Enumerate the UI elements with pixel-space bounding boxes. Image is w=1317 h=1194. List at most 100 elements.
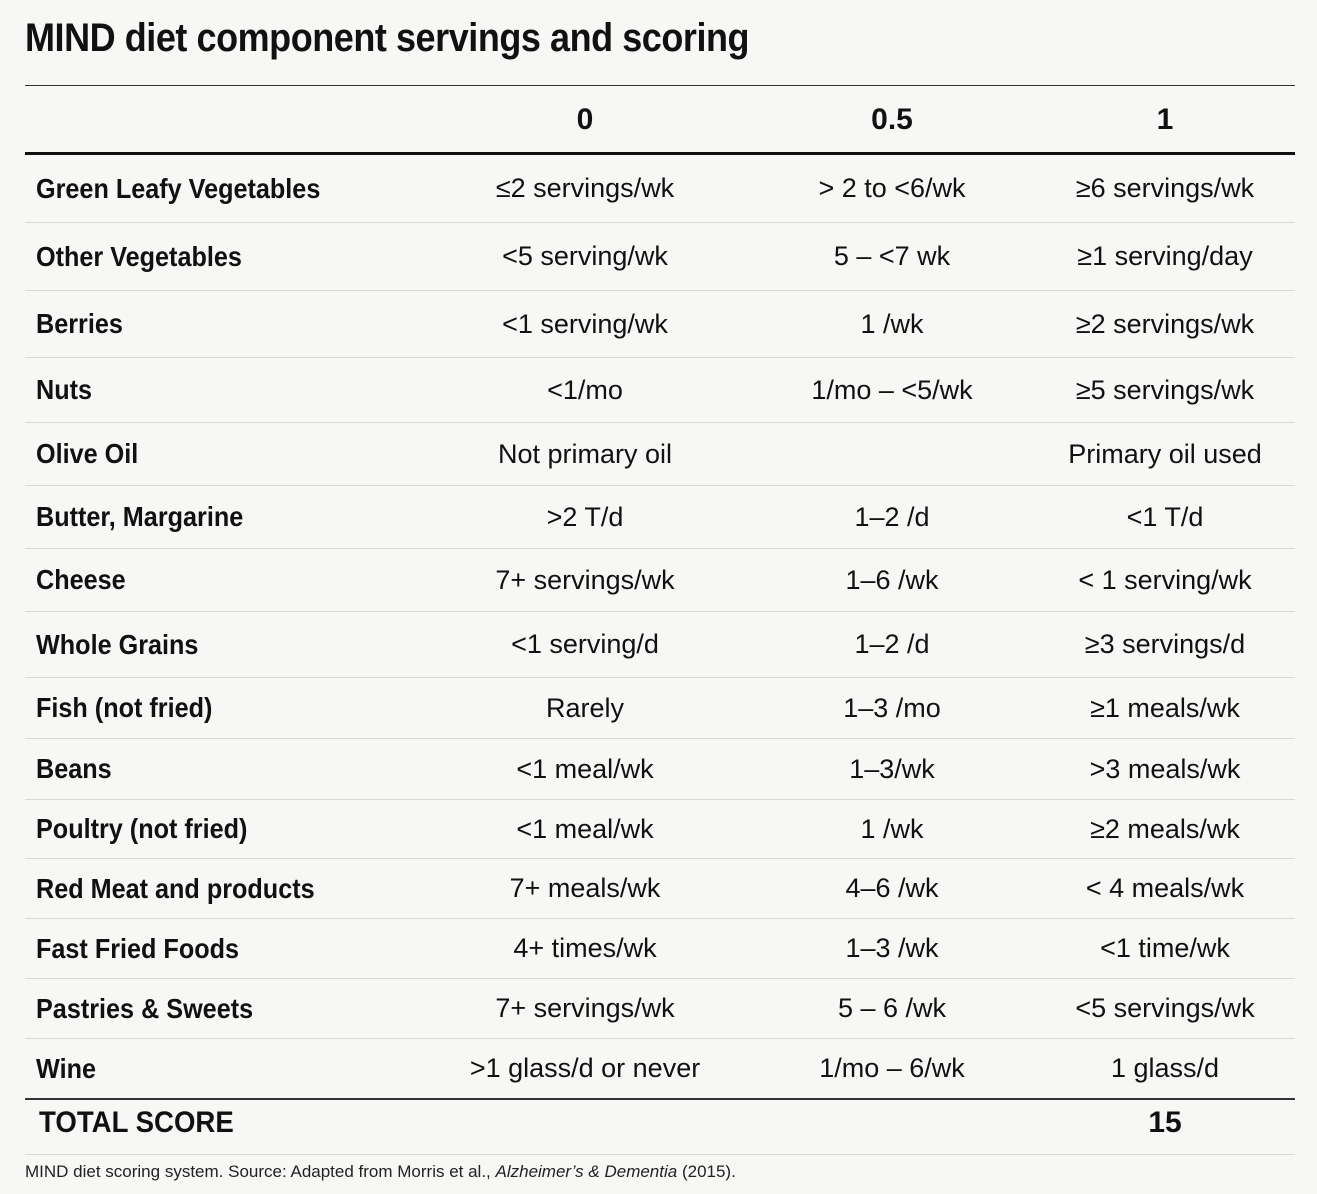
cell-score-0-text: <1/mo [547,374,623,405]
header-rule [25,152,1295,155]
cell-score-0: 7+ meals/wk [485,859,685,918]
row-label: Wine [36,1052,96,1084]
row-label: Other Vegetables [36,240,242,272]
cell-score-0-5: 5 – <7 wk [792,223,992,290]
cell-score-0-5-text: 5 – 6 /wk [837,993,947,1023]
cell-score-0-5-text: 5 – <7 wk [833,241,951,271]
cell-score-1: < 1 serving/wk [1065,549,1265,611]
cell-score-1-text: ≥2 meals/wk [1090,813,1240,844]
cell-score-1-text: ≥2 servings/wk [1075,308,1255,339]
cell-score-0-text: Rarely [545,692,625,723]
cell-score-1: < 4 meals/wk [1065,859,1265,918]
row-label: Butter, Margarine [36,501,244,532]
cell-score-0: 4+ times/wk [485,919,685,978]
cell-score-1-text: ≥3 servings/d [1084,629,1246,659]
cell-score-0-5: 1/mo – 6/wk [792,1039,992,1098]
cell-score-0: <5 serving/wk [485,223,685,290]
cell-score-0-text: 7+ servings/wk [495,564,675,595]
table-row: Whole Grains <1 serving/d 1–2 /d ≥3 serving… [25,612,1295,678]
cell-score-0: <1 meal/wk [485,800,685,858]
cell-score-1-text: <1 T/d [1126,501,1204,532]
table-row: Wine >1 glass/d or never 1/mo – 6/wk 1 glas… [25,1039,1295,1100]
table-row: Pastries & Sweets 7+ servings/wk 5 – 6 /wk… [25,979,1295,1039]
row-label: Fast Fried Foods [36,932,240,964]
cell-score-1: ≥6 servings/wk [1065,155,1265,222]
header-score-1-label: 1 [1156,102,1174,136]
cell-score-1: ≥5 servings/wk [1065,358,1265,422]
table-row: Green Leafy Vegetables ≤2 servings/wk > 2 … [25,155,1295,223]
row-label: Nuts [36,374,93,405]
cell-score-1: ≥3 servings/d [1065,612,1265,677]
cell-score-1: ≥2 servings/wk [1065,291,1265,357]
cell-score-1: <1 T/d [1065,486,1265,548]
cell-score-0: >2 T/d [485,486,685,548]
cell-score-1: ≥1 serving/day [1065,223,1265,290]
cell-score-1: >3 meals/wk [1065,739,1265,799]
cell-score-0-5-text: > 2 to <6/wk [818,173,966,203]
cell-score-1: ≥1 meals/wk [1065,678,1265,738]
page-title: MIND diet component servings and scoring [25,16,750,60]
cell-score-0-5: 4–6 /wk [792,859,992,918]
cell-score-0: >1 glass/d or never [470,1039,700,1098]
table-header: 0 0.5 1 [25,87,1295,152]
row-label: Beans [36,753,112,784]
cell-score-1-text: ≥5 servings/wk [1075,374,1255,405]
cell-score-1-text: 1 glass/d [1110,1053,1220,1083]
cell-score-0-text: 7+ servings/wk [495,993,675,1023]
cell-score-0-text: >2 T/d [546,501,624,532]
cell-score-1-text: ≥1 meals/wk [1090,692,1240,723]
total-score-cell: 15 [1065,1092,1265,1154]
table-row: Cheese 7+ servings/wk 1–6 /wk < 1 serving/w… [25,549,1295,612]
header-score-0-5: 0.5 [792,87,992,152]
row-label: Fish (not fried) [36,692,213,723]
cell-score-0-5: 1 /wk [792,800,992,858]
cell-score-0-5: 1–6 /wk [792,549,992,611]
row-label: Olive Oil [36,438,139,469]
caption-prefix: MIND diet scoring system. Source: Adapte… [25,1162,496,1181]
cell-score-0-5-text: 1–3 /mo [843,692,941,723]
total-score-value: 15 [1148,1106,1182,1139]
cell-score-0-5-text: 1–2 /d [854,629,930,659]
table-row: Other Vegetables <5 serving/wk 5 – <7 wk ≥1… [25,223,1295,291]
row-label: Cheese [36,564,126,595]
caption-suffix: (2015). [677,1162,736,1181]
table-row: Olive Oil Not primary oil Primary oil used [25,423,1295,486]
cell-score-0: <1 serving/d [485,612,685,677]
table-row: Butter, Margarine >2 T/d 1–2 /d <1 T/d [25,486,1295,549]
table-row: Berries <1 serving/wk 1 /wk ≥2 servings/wk [25,291,1295,358]
header-score-0: 0 [485,87,685,152]
cell-score-0-5-text: 1 /wk [860,308,924,339]
table-row: Red Meat and products 7+ meals/wk 4–6 /wk <… [25,859,1295,919]
cell-score-1-text: ≥6 servings/wk [1075,173,1255,203]
total-score-label: TOTAL SCORE [39,1106,234,1139]
cell-score-0-text: ≤2 servings/wk [495,173,675,203]
cell-score-1-text: < 1 serving/wk [1078,564,1252,595]
cell-score-0: <1/mo [485,358,685,422]
cell-score-1-text: <1 time/wk [1100,933,1230,963]
cell-score-0-text: >1 glass/d or never [469,1053,701,1083]
row-label: Berries [36,308,123,339]
cell-score-0-5 [792,423,992,485]
table-row: Fish (not fried) Rarely 1–3 /mo ≥1 meals/wk [25,678,1295,739]
cell-score-0: Rarely [485,678,685,738]
cell-score-0-5-text: 1/mo – 6/wk [819,1053,965,1083]
row-label: Whole Grains [36,628,199,660]
row-label: Red Meat and products [36,872,315,904]
cell-score-0-5-text: 1–2 /d [854,501,930,532]
source-caption: MIND diet scoring system. Source: Adapte… [25,1162,736,1182]
total-score-row: TOTAL SCORE 15 [25,1092,1295,1155]
cell-score-0-5: 1–2 /d [792,486,992,548]
cell-score-0-5-text: 1–3/wk [849,753,935,784]
cell-score-0-5: 1–3 /wk [792,919,992,978]
cell-score-0-5: 1/mo – <5/wk [792,358,992,422]
cell-score-0-5: 1–3 /mo [792,678,992,738]
cell-score-0-5: 5 – 6 /wk [792,979,992,1038]
caption-journal: Alzheimer’s & Dementia [495,1162,678,1181]
cell-score-0-5: 1–3/wk [792,739,992,799]
cell-score-0-text: 4+ times/wk [513,933,657,963]
cell-score-0: 7+ servings/wk [485,549,685,611]
table-row: Beans <1 meal/wk 1–3/wk >3 meals/wk [25,739,1295,800]
cell-score-0: <1 serving/wk [485,291,685,357]
cell-score-0-5-text: 1 /wk [860,813,924,844]
cell-score-0: <1 meal/wk [485,739,685,799]
